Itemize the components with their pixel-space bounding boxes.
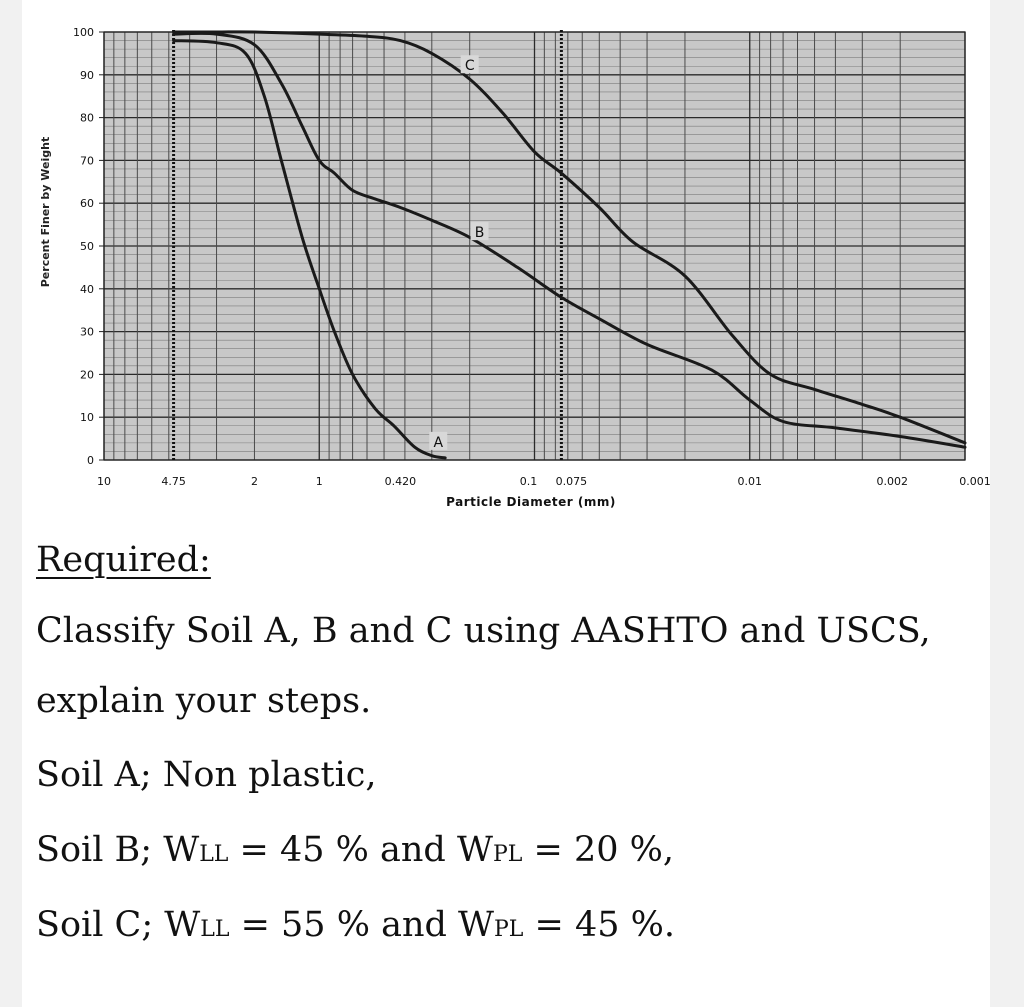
- x-tick-label: 0.002: [876, 475, 908, 488]
- reference-lines: [172, 30, 563, 462]
- series-c-label-bg: [460, 55, 479, 74]
- soil-b-text-3: = 20 %,: [522, 830, 675, 870]
- y-tick-label: 60: [80, 197, 94, 210]
- soil-c-text-3: = 45 %.: [523, 905, 676, 945]
- y-tick-label: 70: [80, 154, 94, 167]
- x-ticks: 10 4.75 2 1 0.420 0.1 0.075 0.01 0.002 0.001: [97, 475, 990, 488]
- x-tick-label: 4.75: [161, 475, 186, 488]
- series-b-label-bg: [470, 222, 489, 241]
- y-tick-label: 20: [80, 368, 94, 381]
- series-b-curve: [172, 31, 967, 449]
- x-tick-label: 0.01: [738, 475, 763, 488]
- y-tick-label: 30: [80, 326, 94, 339]
- soil-b-pl-subscript: PL: [492, 842, 523, 867]
- y-tick-label: 40: [80, 283, 94, 296]
- series-a-label: A: [433, 435, 443, 451]
- y-ticks: 0 10 20 30 40 50 60 70 80 90 100: [73, 26, 104, 467]
- x-tick-label: 0.001: [959, 475, 990, 488]
- soil-c-line: Soil C; WLL = 55 % and WPL = 45 %.: [36, 905, 675, 945]
- required-heading: Required:: [36, 540, 211, 580]
- x-tick-label: 1: [316, 475, 323, 488]
- soil-b-ll-subscript: LL: [199, 842, 229, 867]
- y-tick-label: 100: [73, 26, 94, 39]
- soil-c-pl-subscript: PL: [494, 917, 524, 942]
- y-tick-label: 90: [80, 69, 94, 82]
- task-line-2: explain your steps.: [36, 681, 372, 721]
- y-axis-label: Percent Finer by Weight: [39, 137, 52, 288]
- x-axis-label: Particle Diameter (mm): [446, 495, 616, 509]
- x-tick-label: 0.075: [556, 475, 588, 488]
- series-a-label-bg: [429, 431, 448, 450]
- y-tick-label: 10: [80, 411, 94, 424]
- x-tick-label: 0.420: [385, 475, 417, 488]
- x-tick-label: 10: [97, 475, 111, 488]
- y-tick-label: 50: [80, 240, 94, 253]
- soil-b-line: Soil B; WLL = 45 % and WPL = 20 %,: [36, 830, 674, 870]
- soil-b-text-1: Soil B; W: [36, 830, 200, 870]
- series: A B C: [172, 30, 967, 460]
- soil-c-text-1: Soil C; W: [36, 905, 201, 945]
- soil-c-ll-subscript: LL: [200, 917, 230, 942]
- series-a-curve: [172, 39, 447, 460]
- x-tick-label: 0.1: [520, 475, 538, 488]
- grid: [103, 31, 966, 461]
- y-tick-label: 0: [87, 454, 94, 467]
- y-tick-label: 80: [80, 112, 94, 125]
- task-line-1: Classify Soil A, B and C using AASHTO an…: [36, 611, 931, 651]
- soil-a-line: Soil A; Non plastic,: [36, 755, 377, 795]
- series-c-label: C: [465, 58, 475, 74]
- x-tick-label: 2: [251, 475, 258, 488]
- series-c-curve: [172, 30, 967, 445]
- soil-b-text-2: = 45 % and W: [228, 830, 493, 870]
- soil-c-text-2: = 55 % and W: [229, 905, 494, 945]
- series-b-label: B: [475, 225, 485, 241]
